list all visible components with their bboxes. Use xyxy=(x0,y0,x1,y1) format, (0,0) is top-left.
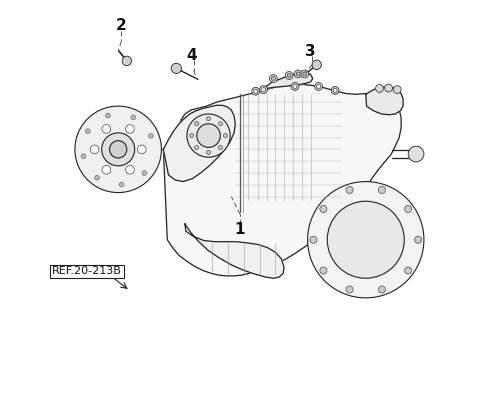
Circle shape xyxy=(320,206,327,213)
Text: 3: 3 xyxy=(305,44,316,59)
Circle shape xyxy=(197,124,220,147)
Circle shape xyxy=(405,267,412,274)
Circle shape xyxy=(260,86,267,94)
Circle shape xyxy=(285,72,293,79)
Circle shape xyxy=(301,70,309,78)
Polygon shape xyxy=(185,224,284,278)
Circle shape xyxy=(294,70,302,78)
Circle shape xyxy=(195,122,199,126)
Circle shape xyxy=(331,86,339,94)
Circle shape xyxy=(415,236,421,243)
Circle shape xyxy=(346,286,353,293)
Circle shape xyxy=(293,84,297,88)
Circle shape xyxy=(137,145,146,154)
Circle shape xyxy=(142,171,147,175)
Circle shape xyxy=(190,134,193,138)
Circle shape xyxy=(218,145,222,149)
Circle shape xyxy=(320,267,327,274)
Circle shape xyxy=(102,133,135,166)
Polygon shape xyxy=(163,105,235,182)
Circle shape xyxy=(95,175,99,180)
Circle shape xyxy=(384,84,393,92)
Circle shape xyxy=(262,88,265,92)
Circle shape xyxy=(308,182,424,298)
Circle shape xyxy=(315,83,323,90)
Circle shape xyxy=(75,106,161,193)
Circle shape xyxy=(269,75,277,83)
Circle shape xyxy=(252,87,260,95)
Circle shape xyxy=(378,286,385,293)
Circle shape xyxy=(81,154,86,159)
Polygon shape xyxy=(258,73,312,92)
Circle shape xyxy=(287,73,291,77)
Circle shape xyxy=(333,88,337,92)
Circle shape xyxy=(378,186,385,193)
Circle shape xyxy=(102,125,111,133)
Circle shape xyxy=(218,122,222,126)
Circle shape xyxy=(126,165,134,174)
Circle shape xyxy=(327,201,404,278)
Circle shape xyxy=(296,72,300,76)
Polygon shape xyxy=(163,84,401,276)
Circle shape xyxy=(187,114,230,157)
Circle shape xyxy=(85,129,90,134)
Circle shape xyxy=(408,146,424,162)
Text: REF.20-213B: REF.20-213B xyxy=(52,266,122,276)
Polygon shape xyxy=(87,126,146,177)
Text: 1: 1 xyxy=(235,222,245,237)
Circle shape xyxy=(206,117,211,121)
Circle shape xyxy=(119,182,124,187)
Circle shape xyxy=(317,84,321,88)
Circle shape xyxy=(122,56,132,66)
Circle shape xyxy=(224,134,228,138)
Circle shape xyxy=(109,141,127,158)
Circle shape xyxy=(195,145,199,149)
Circle shape xyxy=(310,236,317,243)
Circle shape xyxy=(291,83,299,90)
Circle shape xyxy=(102,165,111,174)
Circle shape xyxy=(303,72,307,76)
Text: 4: 4 xyxy=(187,48,197,62)
Circle shape xyxy=(375,84,384,92)
Circle shape xyxy=(272,77,276,81)
Circle shape xyxy=(254,89,258,93)
Circle shape xyxy=(106,113,110,118)
Circle shape xyxy=(206,151,211,154)
Circle shape xyxy=(346,186,353,193)
Circle shape xyxy=(148,134,153,138)
Circle shape xyxy=(131,115,136,120)
Circle shape xyxy=(90,145,99,154)
Circle shape xyxy=(171,63,181,73)
Text: 2: 2 xyxy=(116,18,127,33)
Polygon shape xyxy=(366,87,403,115)
Circle shape xyxy=(393,86,401,94)
Circle shape xyxy=(312,60,321,70)
Circle shape xyxy=(405,206,412,213)
Circle shape xyxy=(126,125,134,133)
